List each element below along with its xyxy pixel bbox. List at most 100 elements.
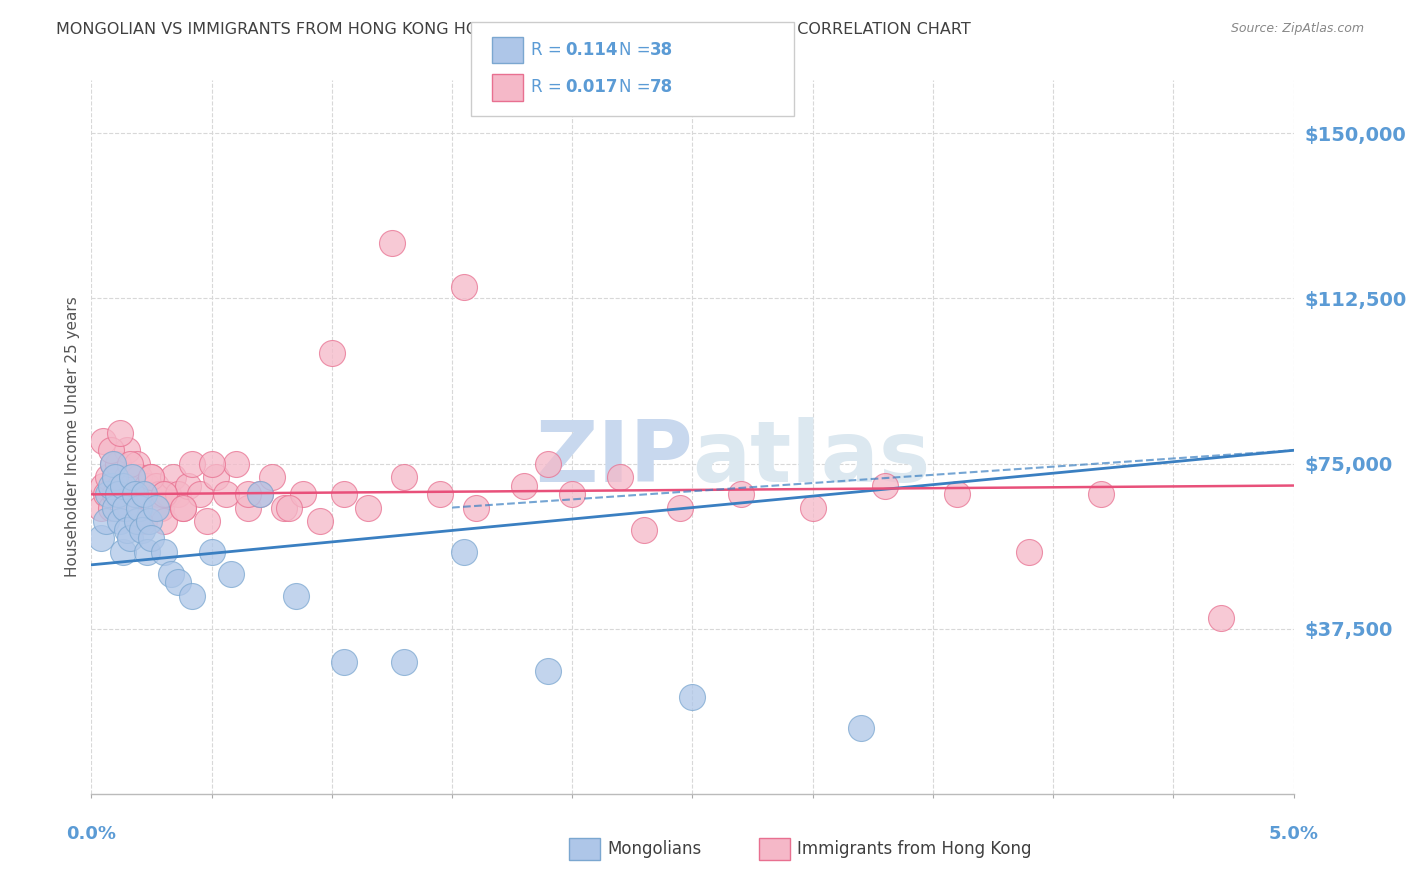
Point <box>159 566 181 581</box>
Point <box>134 487 156 501</box>
Point <box>453 280 475 294</box>
Point <box>110 478 132 492</box>
Point <box>172 500 194 515</box>
Point <box>128 514 150 528</box>
Point <box>97 487 120 501</box>
Point <box>141 469 163 483</box>
Point <box>125 457 148 471</box>
Text: 78: 78 <box>650 78 672 96</box>
Point <box>125 514 148 528</box>
Point <box>453 544 475 558</box>
Text: 38: 38 <box>650 41 672 59</box>
Point <box>249 487 271 501</box>
Point <box>124 487 146 501</box>
Point <box>681 690 703 704</box>
Point <box>225 457 247 471</box>
Y-axis label: Householder Income Under 25 years: Householder Income Under 25 years <box>65 297 80 577</box>
Point <box>93 434 115 449</box>
Point <box>537 664 560 678</box>
Point <box>284 589 307 603</box>
Point <box>157 487 180 501</box>
Point <box>669 500 692 515</box>
Point <box>118 500 141 515</box>
Point <box>181 589 204 603</box>
Point <box>308 514 330 528</box>
Point <box>90 500 112 515</box>
Point <box>111 544 134 558</box>
Point <box>90 532 112 546</box>
Point <box>148 487 170 501</box>
Text: 0.017: 0.017 <box>565 78 617 96</box>
Point <box>167 487 190 501</box>
Point <box>162 469 184 483</box>
Point <box>131 487 153 501</box>
Point <box>291 487 314 501</box>
Point <box>333 487 356 501</box>
Point <box>849 721 872 735</box>
Point <box>236 487 259 501</box>
Point <box>152 487 174 501</box>
Text: MONGOLIAN VS IMMIGRANTS FROM HONG KONG HOUSEHOLDER INCOME UNDER 25 YEARS CORRELA: MONGOLIAN VS IMMIGRANTS FROM HONG KONG H… <box>56 22 972 37</box>
Text: R =: R = <box>531 78 568 96</box>
Point <box>100 478 122 492</box>
Point <box>152 544 174 558</box>
Point <box>1090 487 1112 501</box>
Point <box>111 500 134 515</box>
Point <box>873 478 896 492</box>
Point <box>114 487 136 501</box>
Point <box>128 500 150 515</box>
Point <box>215 487 238 501</box>
Point <box>176 478 198 492</box>
Text: N =: N = <box>619 41 655 59</box>
Point <box>249 487 271 501</box>
Point <box>633 523 655 537</box>
Point <box>730 487 752 501</box>
Point <box>188 487 211 501</box>
Point <box>946 487 969 501</box>
Point <box>117 523 139 537</box>
Point <box>181 457 204 471</box>
Point <box>94 487 117 501</box>
Point <box>172 500 194 515</box>
Point <box>801 500 824 515</box>
Point <box>219 566 242 581</box>
Point <box>121 469 143 483</box>
Point <box>128 469 150 483</box>
Point <box>110 425 132 440</box>
Point <box>104 487 127 501</box>
Text: Source: ZipAtlas.com: Source: ZipAtlas.com <box>1230 22 1364 36</box>
Point <box>118 457 141 471</box>
Point <box>114 500 136 515</box>
Point <box>277 500 299 515</box>
Point <box>537 457 560 471</box>
Point <box>260 469 283 483</box>
Point <box>110 514 132 528</box>
Point <box>561 487 583 501</box>
Point <box>135 478 157 492</box>
Point <box>104 469 127 483</box>
Point <box>138 514 160 528</box>
Point <box>513 478 536 492</box>
Point <box>93 478 115 492</box>
Point <box>201 544 224 558</box>
Point <box>124 487 146 501</box>
Point <box>1211 610 1233 624</box>
Point <box>201 457 224 471</box>
Text: 0.114: 0.114 <box>565 41 617 59</box>
Point <box>145 478 167 492</box>
Point <box>152 514 174 528</box>
Point <box>273 500 295 515</box>
Point <box>429 487 451 501</box>
Point <box>609 469 631 483</box>
Text: atlas: atlas <box>692 417 931 500</box>
Point <box>117 443 139 458</box>
Text: 0.0%: 0.0% <box>66 825 117 843</box>
Text: ZIP: ZIP <box>534 417 692 500</box>
Point <box>195 514 218 528</box>
Point <box>107 487 129 501</box>
Point <box>100 443 122 458</box>
Point <box>101 457 124 471</box>
Point <box>100 500 122 515</box>
Point <box>333 655 356 669</box>
Point <box>97 469 120 483</box>
